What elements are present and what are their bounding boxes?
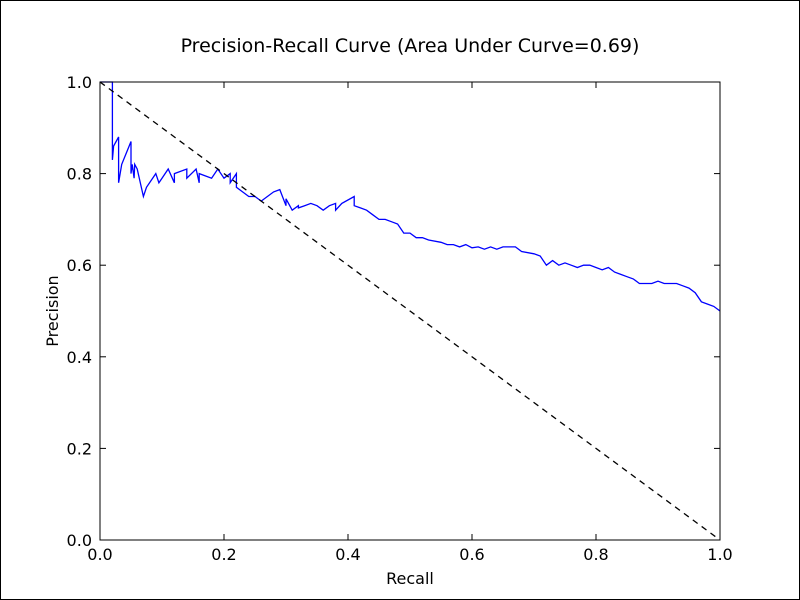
ticks-layer: 0.0 0.2 0.4 0.6 0.8 1.0 0.0 0.2 0.4 0.6 0.8 1.0 [67,73,733,564]
plot-area [99,81,721,541]
plot-layer [99,81,721,541]
baseline-series-line [99,81,721,541]
x-tick-label: 1.0 [707,545,732,564]
y-tick-label: 0.8 [67,165,92,184]
x-tick-label: 0.8 [583,545,608,564]
pr-curve-series-line [100,81,721,312]
y-tick-label: 0.0 [67,531,92,550]
x-tick-label: 0.0 [87,545,112,564]
x-tick-label: 0.6 [459,545,484,564]
chart-title: Precision-Recall Curve (Area Under Curve… [181,35,640,57]
x-tick-label: 0.2 [211,545,236,564]
y-tick-label: 0.4 [67,348,92,367]
y-tick-label: 1.0 [67,73,92,92]
x-axis-label: Recall [386,569,434,588]
x-tick-label: 0.4 [335,545,360,564]
y-axis-label: Precision [43,275,62,346]
y-tick-label: 0.2 [67,439,92,458]
y-tick-label: 0.6 [67,256,92,275]
